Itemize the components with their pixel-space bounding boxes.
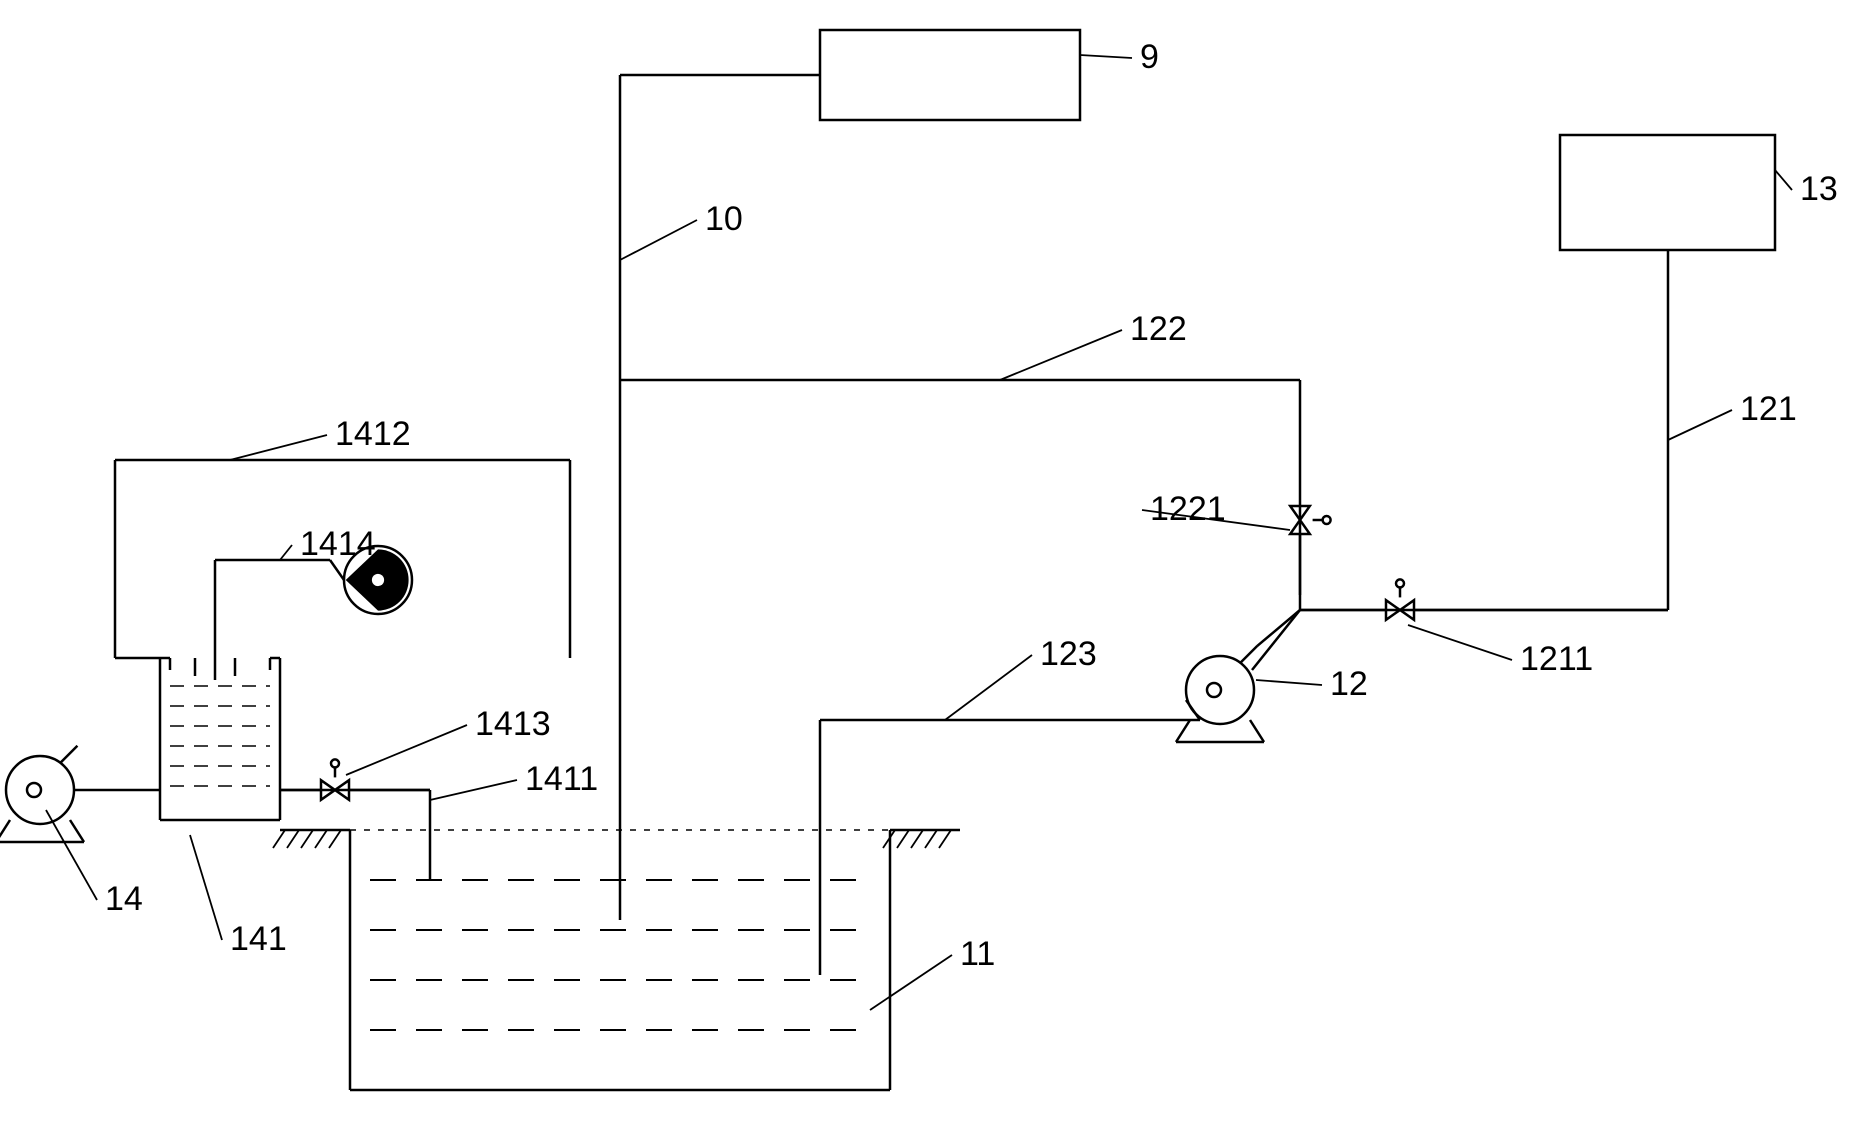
- leader-9: [1080, 55, 1132, 58]
- label-121: 121: [1740, 390, 1797, 428]
- leader-11: [870, 955, 952, 1010]
- leader-1413: [346, 725, 467, 775]
- label-1414: 1414: [300, 525, 376, 563]
- leader-1211: [1408, 625, 1512, 660]
- valve-1211: [1386, 579, 1414, 619]
- label-12: 12: [1330, 665, 1368, 703]
- box-13: [1560, 135, 1775, 250]
- tank-141: [160, 658, 280, 820]
- leader-123: [945, 655, 1032, 720]
- label-9: 9: [1140, 38, 1159, 76]
- label-1412: 1412: [335, 415, 411, 453]
- valve-1221: [1290, 506, 1330, 534]
- label-14: 14: [105, 880, 143, 918]
- label-1411: 1411: [525, 760, 598, 798]
- label-1221: 1221: [1150, 490, 1226, 528]
- label-10: 10: [705, 200, 743, 238]
- leader-13: [1775, 170, 1792, 190]
- pump-12: [1176, 646, 1264, 742]
- label-1211: 1211: [1520, 640, 1593, 678]
- leader-12: [1256, 680, 1322, 685]
- pool-11: [273, 830, 960, 1090]
- label-1413: 1413: [475, 705, 551, 743]
- leader-122: [1000, 330, 1122, 380]
- box-9: [820, 30, 1080, 120]
- pipe-p12_up: [1252, 610, 1300, 670]
- leader-1412: [230, 435, 327, 460]
- label-11: 11: [960, 935, 995, 973]
- pump-14: [0, 746, 84, 842]
- leader-141: [190, 835, 222, 940]
- leader-10: [620, 220, 697, 260]
- label-123: 123: [1040, 635, 1097, 673]
- valve-1413: [321, 759, 349, 799]
- leader-121: [1668, 410, 1732, 440]
- label-141: 141: [230, 920, 287, 958]
- label-13: 13: [1800, 170, 1838, 208]
- leader-1411: [430, 780, 517, 800]
- leader-1414: [280, 545, 292, 560]
- label-122: 122: [1130, 310, 1187, 348]
